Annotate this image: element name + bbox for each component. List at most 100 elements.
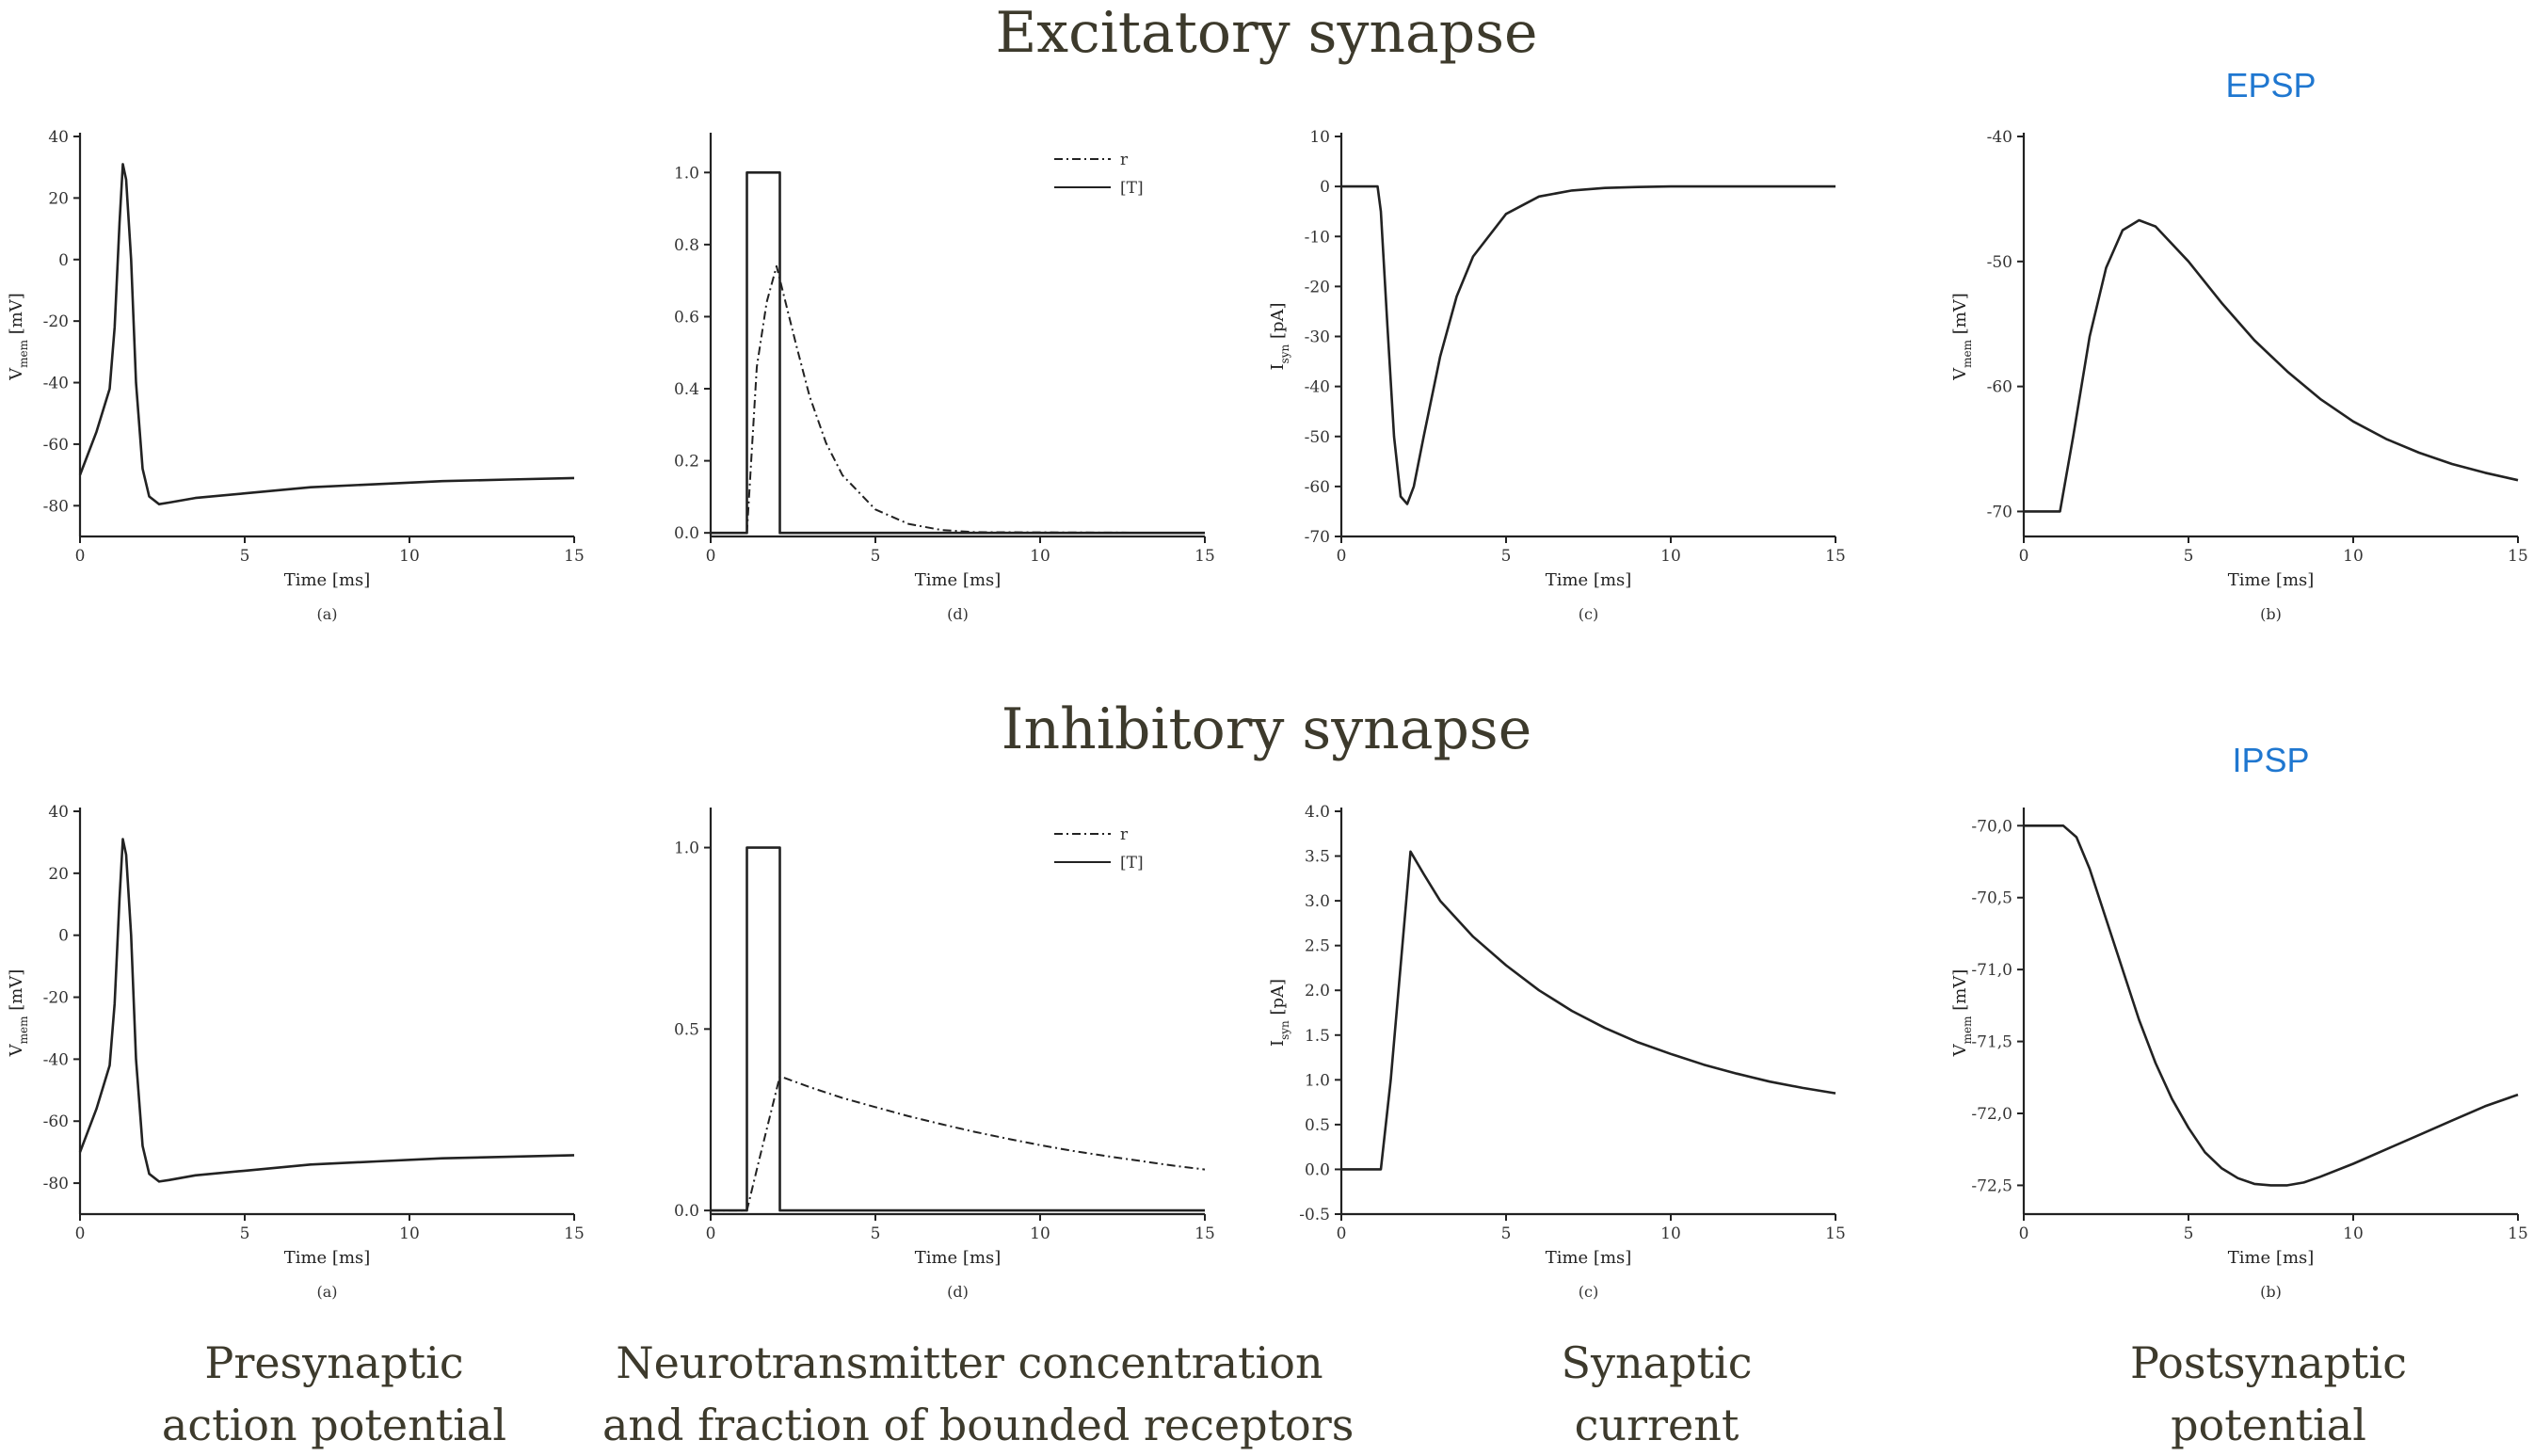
y-tick-label: -40 [1305, 378, 1330, 397]
x-tick-label: 5 [2184, 547, 2194, 566]
y-axis-label-symbol: I [1268, 363, 1288, 370]
legend-label: [T] [1120, 179, 1144, 198]
y-axis-label-unit: [mV] [1950, 293, 1970, 340]
x-axis-label: Time [ms] [2228, 1248, 2315, 1268]
y-tick-label: -70 [1987, 503, 2012, 521]
panel-sublabel: (c) [1579, 1283, 1598, 1301]
x-tick-label: 15 [1825, 547, 1846, 566]
y-axis-label-symbol: I [1268, 1040, 1288, 1047]
presynaptic-label-line1: Presynaptic [204, 1337, 464, 1388]
y-tick-label: 0 [58, 927, 69, 946]
x-tick-label: 10 [2343, 1224, 2364, 1243]
synaptic-current-label-line1: Synaptic [1561, 1337, 1753, 1388]
inhibitory-synapse-heading: Inhibitory synapse [1001, 696, 1532, 762]
y-axis-label: Vmem [mV] [7, 293, 30, 381]
x-tick-label: 10 [1030, 547, 1050, 566]
y-tick-label: 10 [1309, 128, 1330, 147]
x-tick-label: 5 [871, 1224, 881, 1243]
y-tick-label: -20 [43, 989, 69, 1008]
y-tick-label: 40 [48, 128, 69, 147]
y-axis-label-symbol: V [7, 367, 26, 381]
postsynaptic-label-line2: potential [2171, 1400, 2366, 1450]
y-tick-label: -30 [1305, 328, 1330, 347]
x-tick-label: 0 [75, 547, 86, 566]
y-tick-label: 1.0 [674, 164, 699, 183]
y-tick-label: -80 [43, 1175, 69, 1193]
y-tick-label: -40 [1987, 128, 2012, 147]
series-line [78, 838, 575, 1183]
y-tick-label: -70 [1305, 528, 1330, 547]
x-tick-label: 0 [75, 1224, 86, 1243]
x-tick-label: 10 [1660, 1224, 1681, 1243]
y-tick-label: -60 [1987, 378, 2012, 397]
y-axis-label: Vmem [mV] [1950, 293, 1974, 381]
x-tick-label: 15 [564, 1224, 585, 1243]
series-line-r [711, 1075, 1206, 1212]
series-line-T [711, 171, 1205, 535]
panel-sublabel: (b) [2260, 605, 2282, 623]
panel-sublabel: (b) [2260, 1283, 2282, 1301]
y-axis-label-unit: [mV] [7, 293, 26, 340]
y-axis-label-unit: [mV] [1950, 969, 1970, 1016]
y-axis-label-subscript: mem [1961, 1016, 1974, 1044]
x-tick-label: 10 [399, 1224, 420, 1243]
x-tick-label: 5 [2184, 1224, 2194, 1243]
series-line-T [711, 846, 1205, 1212]
y-tick-label: -70,5 [1971, 889, 2012, 908]
x-axis-label: Time [ms] [915, 1248, 1002, 1268]
y-axis-label-subscript: mem [17, 339, 30, 367]
y-axis-label-symbol: V [7, 1043, 26, 1057]
x-tick-label: 15 [2508, 1224, 2528, 1243]
y-tick-label: -40 [43, 375, 69, 393]
panel-excitatory-2: 0 5 10 15 -70 -60 -50 -40 -30 -20 -10 0 10 Time [ms] (… [1268, 128, 1846, 623]
legend-label: r [1120, 151, 1129, 169]
y-tick-label: 0.6 [674, 308, 699, 327]
psp-title: EPSP [2225, 66, 2316, 104]
y-tick-label: -10 [1305, 228, 1330, 247]
panel-sublabel: (a) [316, 605, 337, 623]
y-tick-label: 3.5 [1305, 848, 1330, 867]
neurotransmitter-label-line1: Neurotransmitter concentration [616, 1337, 1323, 1388]
y-tick-label: -71,0 [1971, 961, 2012, 980]
x-tick-label: 0 [706, 547, 716, 566]
y-tick-label: 1.0 [1305, 1071, 1330, 1090]
excitatory-synapse-heading: Excitatory synapse [995, 0, 1538, 66]
y-tick-label: -80 [43, 497, 69, 516]
y-tick-label: 0 [58, 251, 69, 270]
series-line [2024, 824, 2519, 1187]
x-axis-label: Time [ms] [1546, 570, 1632, 590]
x-tick-label: 0 [2019, 1224, 2029, 1243]
postsynaptic-label-line1: Postsynaptic [2130, 1337, 2407, 1388]
panel-inhibitory-7: 0 5 10 15 -72,5 -72,0 -71,5 -71,0 -70,5 -70,0 Time… [1950, 741, 2528, 1301]
x-tick-label: 0 [1337, 547, 1347, 566]
y-tick-label: -70,0 [1971, 817, 2012, 836]
y-tick-label: 0.5 [1305, 1116, 1330, 1135]
y-tick-label: -72,5 [1971, 1176, 2012, 1195]
x-axis-label: Time [ms] [1546, 1248, 1632, 1268]
series-line [1341, 184, 1836, 505]
y-tick-label: -60 [43, 436, 69, 455]
y-axis-label-symbol: V [1950, 1043, 1970, 1057]
y-tick-label: -50 [1987, 253, 2012, 272]
y-tick-label: -71,5 [1971, 1033, 2012, 1052]
legend-label: [T] [1120, 854, 1144, 872]
y-axis-label: Isyn [pA] [1268, 302, 1291, 370]
y-tick-label: -60 [1305, 478, 1330, 497]
neurotransmitter-label: Neurotransmitter concentration and fract… [602, 1332, 1354, 1456]
x-tick-label: 5 [1501, 547, 1512, 566]
x-tick-label: 15 [1194, 1224, 1215, 1243]
y-tick-label: 20 [48, 189, 69, 208]
panel-sublabel: (c) [1579, 605, 1598, 623]
x-tick-label: 10 [399, 547, 420, 566]
x-tick-label: 5 [240, 1224, 250, 1243]
y-tick-label: -20 [1305, 278, 1330, 296]
x-tick-label: 10 [2343, 547, 2364, 566]
y-tick-label: 0.0 [674, 524, 699, 543]
x-tick-label: 0 [2019, 547, 2029, 566]
panel-inhibitory-6: 0 5 10 15 -0.5 0.0 0.5 1.0 1.5 2.0 2.5 3.0 3.5 4.0 Tim… [1268, 803, 1846, 1301]
y-axis-label-unit: [pA] [1268, 979, 1288, 1020]
y-tick-label: -60 [43, 1112, 69, 1131]
x-tick-label: 10 [1660, 547, 1681, 566]
y-tick-label: 20 [48, 865, 69, 884]
x-tick-label: 5 [871, 547, 881, 566]
